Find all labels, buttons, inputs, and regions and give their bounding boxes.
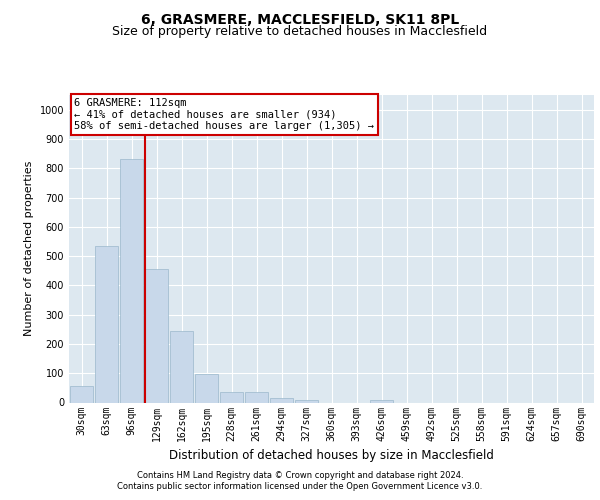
Bar [270,398,293,402]
Bar [120,160,143,402]
Bar [220,392,243,402]
Text: Size of property relative to detached houses in Macclesfield: Size of property relative to detached ho… [112,25,488,38]
Bar [95,246,118,402]
Bar [170,331,193,402]
X-axis label: Distribution of detached houses by size in Macclesfield: Distribution of detached houses by size … [169,449,494,462]
Text: Contains HM Land Registry data © Crown copyright and database right 2024.: Contains HM Land Registry data © Crown c… [137,471,463,480]
Y-axis label: Number of detached properties: Number of detached properties [24,161,34,336]
Text: Contains public sector information licensed under the Open Government Licence v3: Contains public sector information licen… [118,482,482,491]
Bar [145,269,168,402]
Bar [370,400,393,402]
Bar [70,386,93,402]
Bar [195,374,218,402]
Bar [295,400,318,402]
Bar [245,392,268,402]
Text: 6 GRASMERE: 112sqm
← 41% of detached houses are smaller (934)
58% of semi-detach: 6 GRASMERE: 112sqm ← 41% of detached hou… [74,98,374,132]
Text: 6, GRASMERE, MACCLESFIELD, SK11 8PL: 6, GRASMERE, MACCLESFIELD, SK11 8PL [141,12,459,26]
